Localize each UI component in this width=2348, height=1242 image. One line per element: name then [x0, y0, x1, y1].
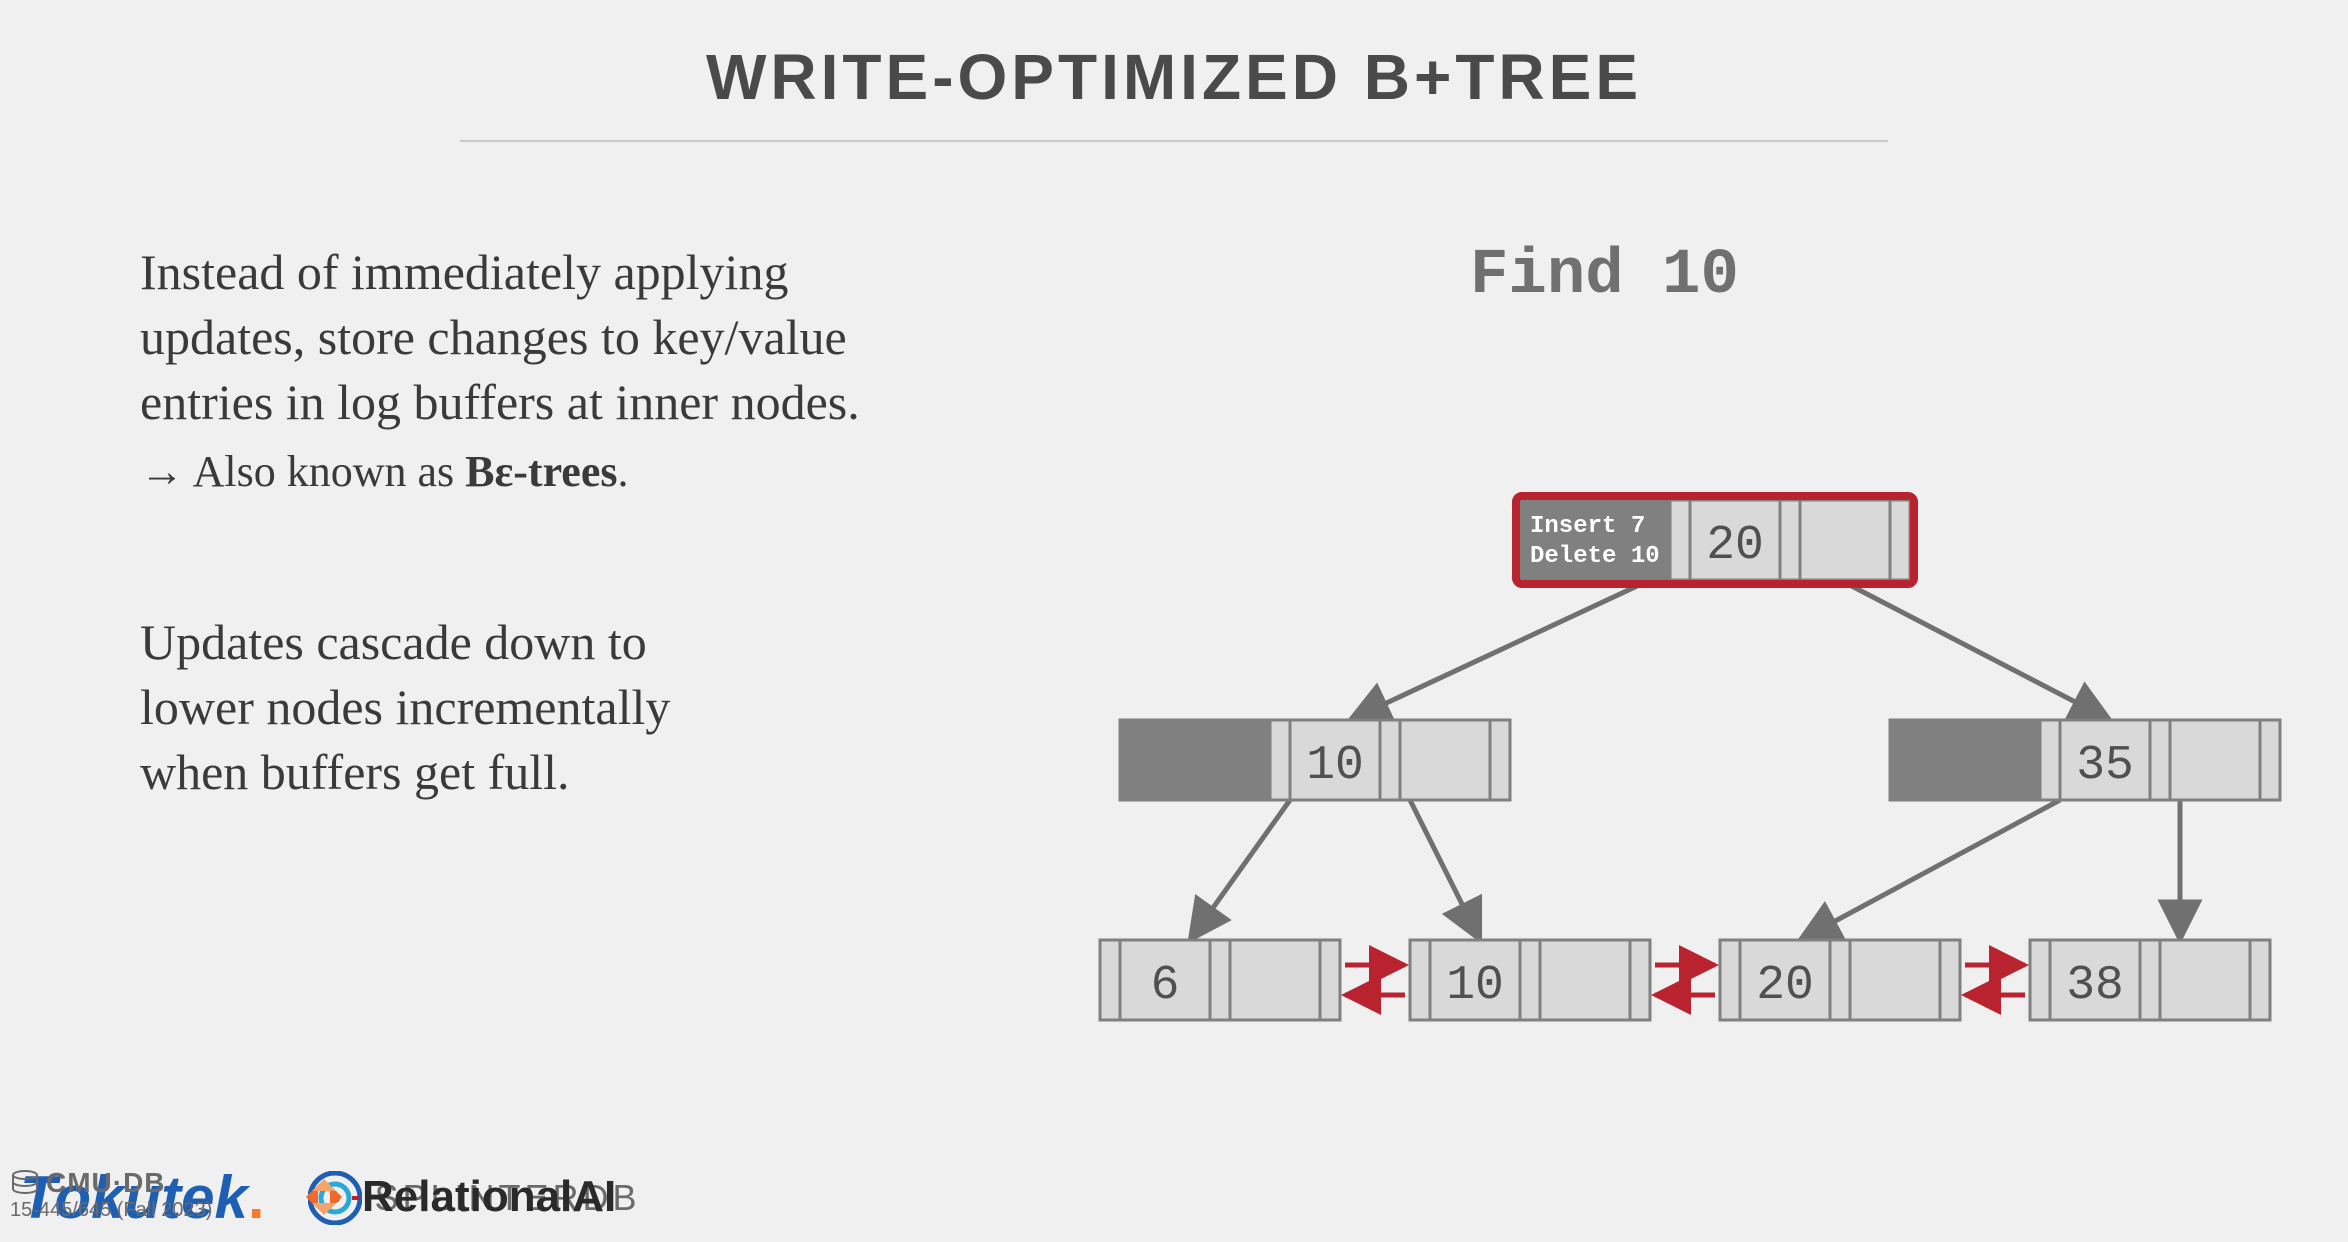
relationalai-text-1: Relational — [362, 1172, 572, 1222]
leaf-4-key: 38 — [2066, 959, 2124, 1013]
slide-title: WRITE-OPTIMIZED B+TREE — [0, 40, 2348, 114]
para1-line2: updates, store changes to key/value — [140, 305, 1140, 370]
para1-sub: → Also known as Bε-trees. — [140, 443, 1140, 500]
relationalai-icon — [300, 1173, 348, 1221]
root-node: Insert 7 Delete 10 20 — [1516, 496, 1914, 584]
edge-mr-l3 — [1800, 800, 2060, 940]
leaf-2-key: 10 — [1446, 959, 1504, 1013]
cmu-db-logo: CMU·DB 15-445/645 (Fall 2023) — [10, 1167, 212, 1222]
para2-line1: Updates cascade down to — [140, 610, 1140, 675]
edge-root-right — [1840, 580, 2110, 720]
para1-sub-prefix: → Also known as — [140, 447, 465, 496]
para1-line3: entries in log buffers at inner nodes. — [140, 370, 1140, 435]
mid-left-key: 10 — [1306, 739, 1364, 793]
cmu-db-course: 15-445/645 (Fall 2023) — [10, 1199, 212, 1222]
body-text: Instead of immediately applying updates,… — [140, 240, 1140, 805]
leaf-2: 10 — [1410, 940, 1650, 1020]
root-buf-line1: Insert 7 — [1530, 513, 1645, 540]
relationalai-logo: RelationalAI — [300, 1172, 616, 1222]
root-buf-line2: Delete 10 — [1530, 543, 1660, 570]
cmu-db-icon — [10, 1169, 40, 1197]
root-key: 20 — [1706, 519, 1764, 573]
leaf-3-key: 20 — [1756, 959, 1814, 1013]
tree-diagram: Insert 7 Delete 10 20 10 — [1080, 480, 2300, 1100]
mid-left-node: 10 — [1120, 720, 1510, 800]
leaf-1: 6 — [1100, 940, 1340, 1020]
para2-line2: lower nodes incrementally — [140, 675, 1140, 740]
edge-root-left — [1350, 580, 1650, 720]
para1-sub-bold: Bε-trees — [465, 447, 617, 496]
edge-ml-l2 — [1410, 800, 1480, 940]
edge-ml-l1 — [1190, 800, 1290, 940]
mid-right-node: 35 — [1890, 720, 2280, 800]
leaf-4: 38 — [2030, 940, 2270, 1020]
para2: Updates cascade down to lower nodes incr… — [140, 610, 1140, 805]
para2-line3: when buffers get full. — [140, 740, 1140, 805]
mid-right-key: 35 — [2076, 739, 2134, 793]
para1-sub-suffix: . — [618, 447, 629, 496]
find-label: Find 10 — [1470, 240, 1739, 312]
cmu-db-text: CMU·DB — [46, 1167, 166, 1199]
para1-line1: Instead of immediately applying — [140, 240, 1140, 305]
relationalai-text-2: AI — [572, 1172, 616, 1222]
title-underline — [460, 140, 1888, 142]
leaf-1-key: 6 — [1151, 959, 1180, 1013]
leaf-3: 20 — [1720, 940, 1960, 1020]
